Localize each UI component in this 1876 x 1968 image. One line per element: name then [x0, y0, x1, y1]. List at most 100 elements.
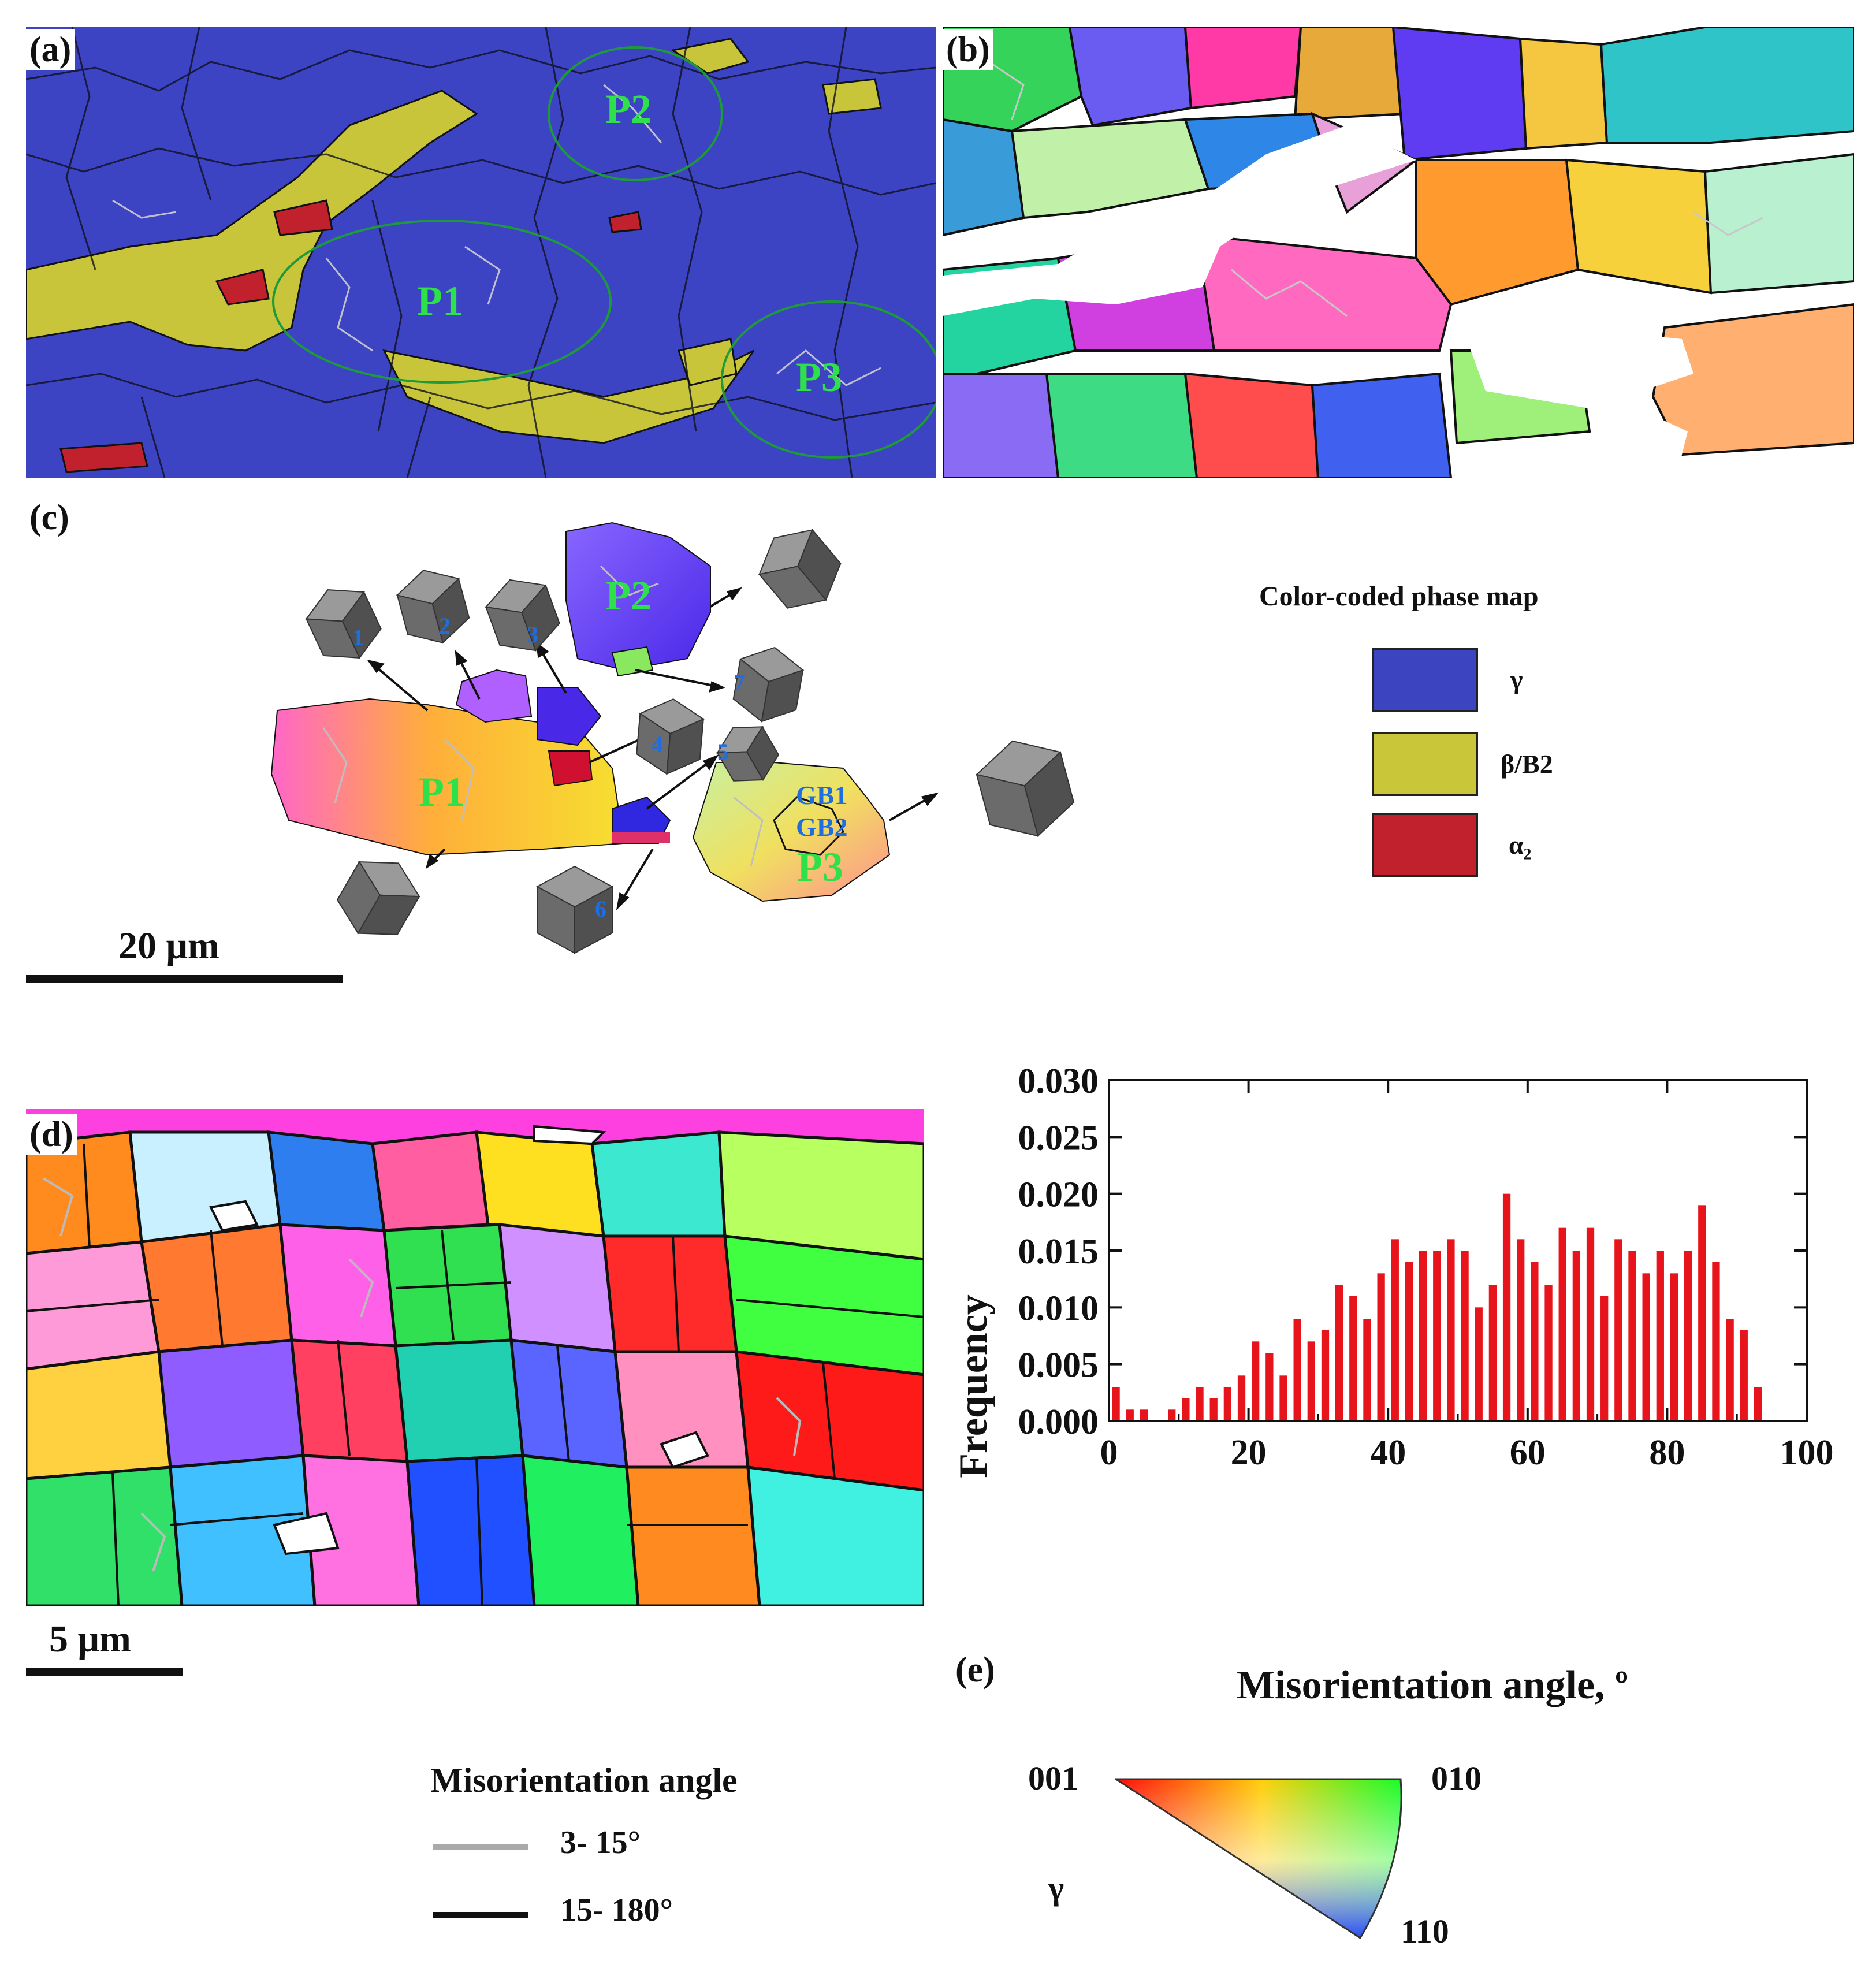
phase-label-beta: β/B2 — [1501, 749, 1553, 779]
ipf-label-010: 010 — [1431, 1759, 1482, 1797]
histogram-y-tick-label: 0.000 — [1018, 1402, 1099, 1442]
histogram-bar — [1558, 1227, 1566, 1421]
histogram-bar — [1391, 1239, 1399, 1421]
histogram-bar — [1502, 1193, 1511, 1421]
histogram-bar — [1531, 1262, 1539, 1421]
histogram-bar — [1656, 1251, 1664, 1421]
histogram-bar — [1684, 1251, 1692, 1421]
panel-c-cube-number-1: 1 — [352, 624, 364, 650]
histogram-y-tick-label: 0.005 — [1018, 1346, 1099, 1385]
histogram-bar — [1279, 1375, 1287, 1421]
histogram-bar — [1126, 1409, 1134, 1421]
histogram-bar — [1307, 1341, 1315, 1421]
histogram-x-axis-label: Misorientation angle, º — [1237, 1663, 1628, 1707]
histogram-bar — [1237, 1375, 1246, 1421]
histogram-bar — [1419, 1251, 1427, 1421]
misorientation-line-high-angle — [433, 1912, 528, 1918]
histogram-bar — [1586, 1227, 1595, 1421]
histogram-bar — [1475, 1307, 1483, 1421]
histogram-bar — [1252, 1341, 1260, 1421]
histogram-bar — [1447, 1239, 1455, 1421]
histogram-bar — [1265, 1353, 1274, 1421]
misorientation-histogram: Frequency Misorientation angle, º 0 20 40 6… — [951, 1063, 1834, 1707]
panel-c-label: (c) — [26, 497, 73, 538]
histogram-bar — [1223, 1387, 1232, 1421]
histogram-y-tick-label: 0.025 — [1018, 1118, 1099, 1158]
panel-c-cube-number-4: 4 — [652, 731, 663, 757]
histogram-bar — [1628, 1251, 1636, 1421]
panel-c-cube-number-2: 2 — [439, 613, 451, 639]
histogram-bar — [1614, 1239, 1622, 1421]
phase-label-gamma: γ — [1510, 665, 1523, 694]
histogram-bar — [1488, 1285, 1497, 1421]
panel-d-ipf-map — [26, 1109, 924, 1606]
histogram-bar — [1754, 1387, 1762, 1421]
histogram-bar — [1461, 1251, 1469, 1421]
histogram-bar — [1740, 1330, 1748, 1421]
histogram-y-tick-label: 0.020 — [1018, 1175, 1099, 1215]
histogram-bar — [1600, 1296, 1609, 1421]
panel-c-region-p1: P1 — [419, 769, 465, 815]
panel-a-label: (a) — [26, 29, 75, 70]
histogram-x-tick-label: 40 — [1370, 1433, 1406, 1472]
histogram-bar — [1363, 1319, 1371, 1421]
histogram-bar — [1112, 1387, 1120, 1421]
panel-d-scalebar-label: 5 μm — [49, 1618, 131, 1660]
panel-a-region-p2: P2 — [605, 86, 652, 132]
histogram-bar — [1335, 1285, 1343, 1421]
histogram-x-tick-label: 80 — [1649, 1433, 1685, 1472]
panel-c-cube-number-3: 3 — [527, 622, 538, 648]
panel-c-region-p3: P3 — [797, 844, 843, 890]
histogram-y-tick-label: 0.030 — [1018, 1063, 1099, 1101]
panel-b-ipf-map — [943, 27, 1854, 478]
histogram-bar — [1377, 1273, 1385, 1421]
ipf-color-triangle — [1115, 1778, 1402, 1940]
ipf-label-gamma: γ — [1048, 1869, 1064, 1907]
histogram-bar — [1209, 1398, 1218, 1421]
histogram-bar — [1182, 1398, 1190, 1421]
phase-swatch-gamma — [1372, 648, 1478, 712]
histogram-y-tick-label: 0.015 — [1018, 1232, 1099, 1271]
histogram-x-tick-label: 60 — [1510, 1433, 1546, 1472]
phase-swatch-beta — [1372, 732, 1478, 796]
histogram-bar — [1726, 1319, 1734, 1421]
panel-c-boundary-gb1: GB1 — [796, 780, 848, 810]
histogram-bar — [1293, 1319, 1301, 1421]
panel-a-region-p3: P3 — [796, 354, 842, 400]
misorientation-label-low-angle: 3- 15° — [560, 1825, 641, 1861]
misorientation-label-high-angle: 15- 180° — [560, 1892, 673, 1928]
histogram-bar — [1572, 1251, 1581, 1421]
misorientation-legend-title: Misorientation angle — [430, 1761, 738, 1799]
histogram-bar — [1405, 1262, 1413, 1421]
histogram-x-tick-label: 20 — [1231, 1433, 1267, 1472]
panel-b-label: (b) — [943, 29, 993, 70]
panel-c-region-p2: P2 — [605, 572, 652, 619]
panel-d-label: (d) — [26, 1114, 77, 1155]
histogram-bar — [1168, 1409, 1176, 1421]
phase-legend-title: Color-coded phase map — [1259, 581, 1539, 612]
panel-c-cube-number-6: 6 — [595, 896, 606, 922]
misorientation-line-low-angle — [433, 1844, 528, 1850]
histogram-bar — [1517, 1239, 1525, 1421]
panel-a-region-p1: P1 — [417, 278, 463, 324]
histogram-y-axis-label: Frequency — [951, 1294, 996, 1478]
histogram-bar — [1433, 1251, 1441, 1421]
histogram-bar — [1321, 1330, 1330, 1421]
histogram-bar — [1544, 1285, 1553, 1421]
panel-c-scalebar — [26, 975, 343, 983]
panel-c-cube-number-5: 5 — [717, 739, 729, 765]
histogram-x-tick-label: 100 — [1780, 1433, 1834, 1472]
ipf-label-001: 001 — [1028, 1759, 1078, 1797]
panel-d-scalebar — [26, 1668, 183, 1676]
histogram-bar — [1196, 1387, 1204, 1421]
histogram-bar — [1349, 1296, 1357, 1421]
histogram-x-tick-label: 0 — [1100, 1433, 1118, 1472]
histogram-bar — [1698, 1205, 1706, 1421]
histogram-bar — [1642, 1273, 1650, 1421]
histogram-bar — [1140, 1409, 1148, 1421]
panel-c-scalebar-label: 20 μm — [118, 925, 219, 967]
histogram-y-tick-label: 0.010 — [1018, 1289, 1099, 1328]
panel-a-phase-map — [26, 27, 936, 478]
panel-c-grain-orientations — [254, 497, 1109, 970]
histogram-bar — [1670, 1273, 1678, 1421]
